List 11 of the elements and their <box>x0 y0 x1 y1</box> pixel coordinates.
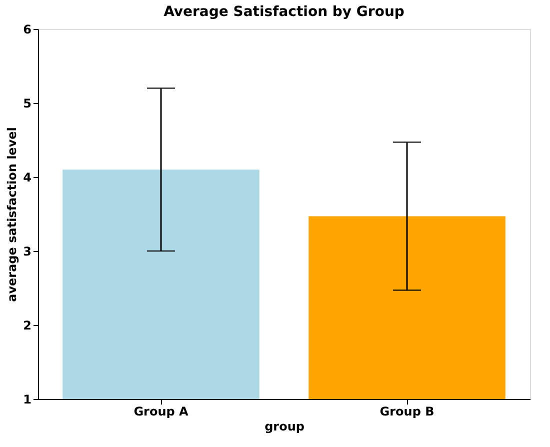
y-tick-label: 6 <box>23 22 32 36</box>
x-tick-label: Group A <box>134 404 190 418</box>
x-tick-label: Group B <box>380 404 434 418</box>
y-axis-title: average satisfaction level <box>5 127 20 302</box>
y-tick-label: 3 <box>23 244 32 258</box>
y-tick-label: 4 <box>23 170 32 184</box>
y-tick-label: 1 <box>23 392 32 406</box>
x-axis-title: group <box>264 420 305 434</box>
y-tick-label: 2 <box>23 318 32 332</box>
y-tick-label: 5 <box>23 96 32 110</box>
chart-title: Average Satisfaction by Group <box>164 4 404 20</box>
